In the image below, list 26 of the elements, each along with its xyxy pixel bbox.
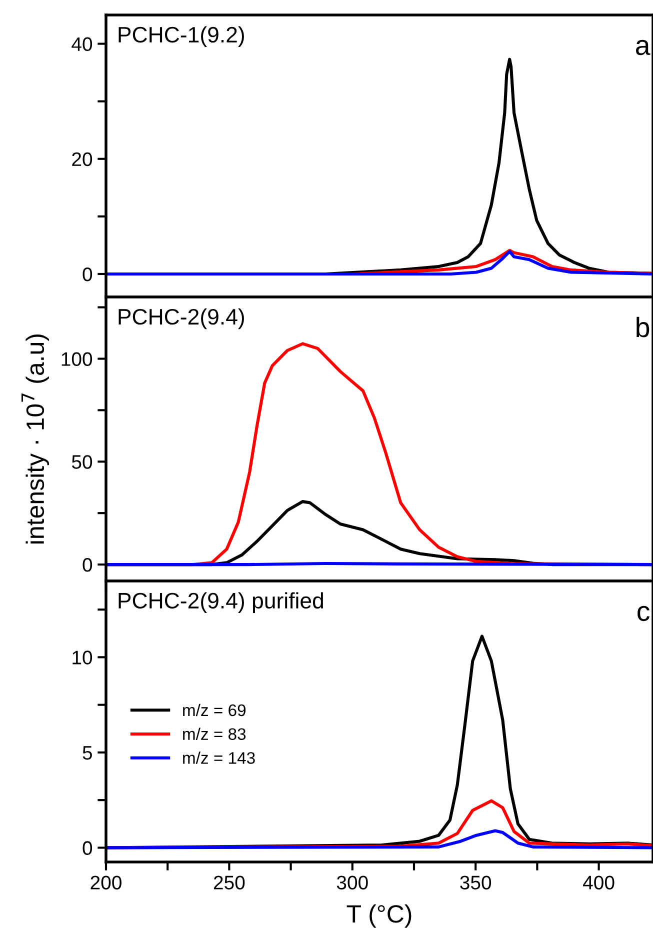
y-tick-label: 0 [82, 841, 92, 855]
legend-label: m/z = 143 [183, 752, 255, 764]
annotation: c [638, 606, 650, 622]
x-tick-label: 250 [214, 876, 245, 890]
annotation: a [636, 40, 650, 56]
y-tick-label: 5 [82, 746, 92, 760]
y-tick-label: 10 [72, 650, 92, 664]
annotation: PCHC-2(9.4) purified [118, 592, 323, 613]
x-tick-label: 300 [336, 876, 368, 890]
x-tick-label: 200 [90, 876, 122, 890]
legend-label: m/z = 69 [183, 704, 246, 716]
y-tick-label: 100 [62, 352, 92, 366]
y-tick-label: 0 [82, 558, 92, 572]
x-tick-label: 400 [583, 876, 614, 890]
annotation: PCHC-1(9.2) [118, 26, 244, 47]
y-tick-label: 50 [72, 455, 92, 469]
annotation: b [636, 316, 650, 338]
y-axis-title: intensity · 10$^{7}$ (a.u) [22, 334, 50, 544]
x-axis-title: T (°C) [346, 904, 412, 928]
line-series [106, 829, 653, 850]
legend-label: m/z = 83 [183, 728, 246, 740]
annotation: PCHC-2(9.4) [118, 308, 244, 330]
y-tick-label: 20 [72, 152, 92, 166]
x-tick-label: 350 [460, 876, 492, 890]
y-tick-label: 40 [72, 37, 92, 52]
y-tick-label: 0 [82, 267, 92, 282]
